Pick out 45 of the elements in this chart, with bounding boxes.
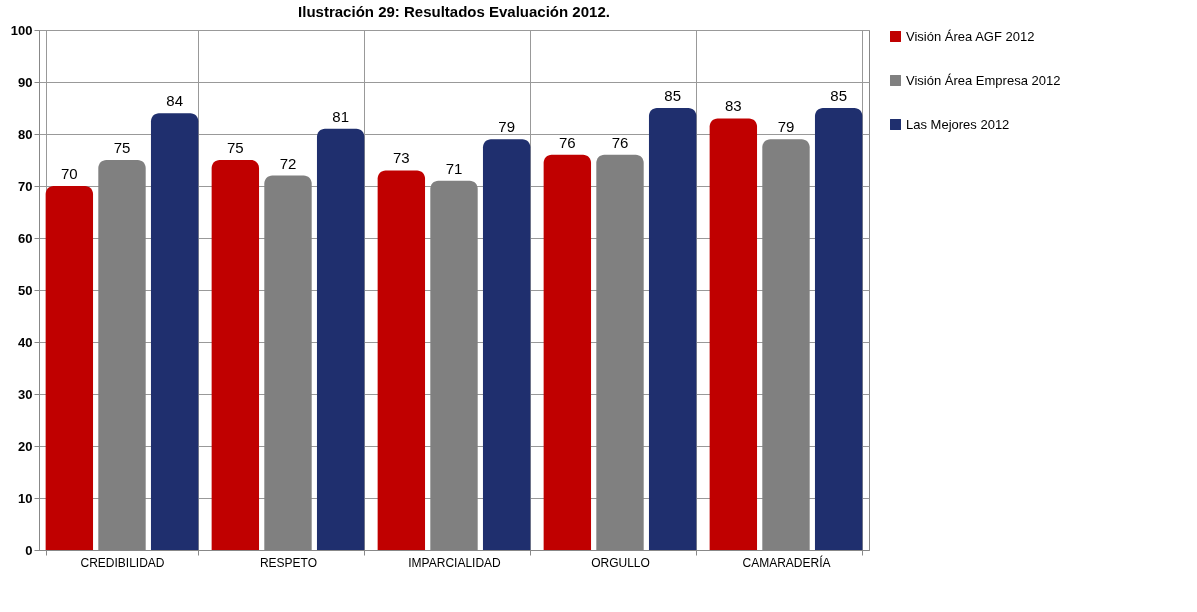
data-label: 85: [664, 87, 682, 104]
data-label: 70: [60, 165, 78, 182]
data-label: 76: [611, 133, 629, 151]
legend-label: Visión Área Empresa 2012: [906, 72, 1061, 88]
bar: [150, 113, 199, 550]
y-tick-label: 80: [18, 126, 33, 142]
bar: [814, 108, 863, 550]
data-label: 81: [332, 107, 350, 125]
data-label: 75: [226, 139, 244, 156]
x-tick-label: IMPARCIALIDAD: [408, 555, 502, 570]
bar: [211, 160, 260, 550]
y-tick-label: 20: [18, 438, 33, 454]
data-label: 79: [777, 118, 795, 136]
y-tick-label: 100: [10, 22, 33, 38]
y-tick-label: 30: [18, 386, 33, 402]
x-tick-label: CAMARADERÍA: [742, 554, 831, 570]
bar: [45, 186, 94, 550]
legend-label: Visión Área AGF 2012: [906, 28, 1035, 44]
y-tick-label: 90: [18, 74, 33, 90]
data-label: 72: [279, 154, 297, 172]
data-label: 73: [392, 149, 410, 167]
data-label: 75: [113, 139, 131, 156]
bar: [482, 139, 531, 550]
legend-label: Las Mejores 2012: [906, 116, 1010, 132]
chart-title: Ilustración 29: Resultados Evaluación 2012.: [298, 3, 610, 20]
data-label: 83: [724, 97, 742, 115]
bar: [316, 128, 365, 550]
data-label: 85: [830, 87, 848, 104]
y-tick-label: 40: [18, 334, 33, 350]
y-tick-label: 70: [18, 178, 33, 194]
x-tick-label: CREDIBILIDAD: [80, 555, 165, 570]
y-tick-label: 10: [18, 490, 33, 506]
x-tick-label: RESPETO: [259, 555, 318, 570]
y-tick-label: 50: [18, 282, 33, 298]
data-label: 76: [558, 133, 576, 151]
bar: [709, 118, 758, 550]
y-tick-label: 0: [25, 542, 33, 558]
x-tick-label: ORGULLO: [591, 555, 650, 570]
y-tick-label: 60: [18, 230, 33, 246]
data-label: 84: [166, 92, 184, 110]
bar: [543, 154, 592, 550]
bar: [648, 108, 697, 550]
data-label: 79: [498, 118, 516, 136]
bar: [377, 170, 426, 550]
data-label: 71: [445, 159, 463, 177]
